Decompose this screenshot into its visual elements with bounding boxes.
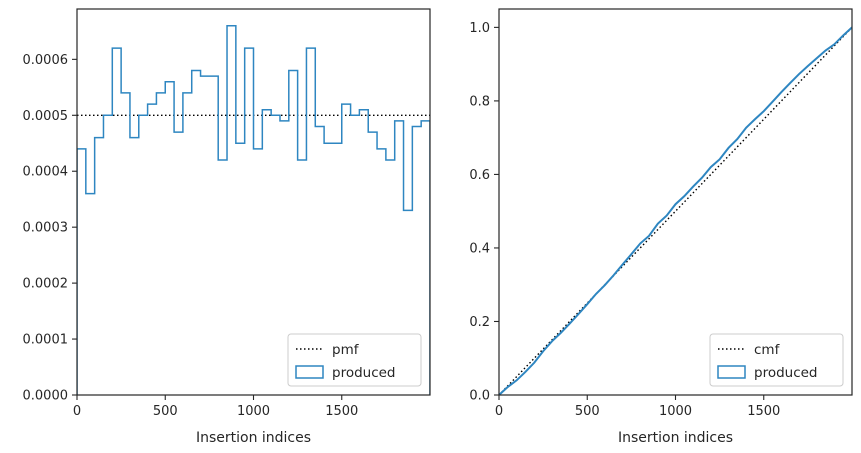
legend-swatch-produced: [295, 365, 324, 379]
y-tick-label: 0.2: [469, 315, 490, 330]
series-produced-line: [499, 26, 852, 395]
legend: pmf produced: [287, 333, 422, 387]
cumulative-panel: 0 500 1000 1500 0.0 0.2 0.4 0.6 0.8 1.0 Insertion …: [469, 8, 853, 446]
y-tick-label: 0.0005: [23, 109, 69, 124]
y-tick-label: 0.0000: [23, 389, 69, 404]
x-tick-label: 1000: [237, 404, 270, 419]
y-tick-label: 0.0: [469, 389, 490, 404]
legend-swatch-produced: [717, 365, 746, 379]
y-tick-label: 0.6: [469, 168, 490, 183]
y-tick-label: 1.0: [469, 21, 490, 36]
x-tick-label: 500: [153, 404, 178, 419]
x-tick-label: 1000: [659, 404, 692, 419]
x-tick-label: 0: [73, 404, 81, 419]
x-tick-label: 0: [495, 404, 503, 419]
legend-label-pmf: pmf: [332, 342, 360, 358]
x-tick-label: 1500: [325, 404, 358, 419]
x-axis-label: Insertion indices: [196, 430, 311, 446]
x-axis-label: Insertion indices: [618, 430, 733, 446]
histogram-panel: 0 500 1000 1500 0.0000 0.0001 0.0002 0.0003 0.00…: [23, 8, 431, 446]
y-tick-label: 0.0001: [23, 333, 69, 348]
legend: cmf produced: [709, 333, 844, 387]
y-tick-label: 0.0006: [23, 53, 69, 68]
x-tick-label: 1500: [747, 404, 780, 419]
legend-box: [287, 333, 422, 387]
y-tick-label: 0.0004: [23, 165, 69, 180]
legend-box: [709, 333, 844, 387]
x-tick-label: 500: [575, 404, 600, 419]
series-produced-histogram-step: [77, 25, 430, 395]
legend-label-produced: produced: [332, 365, 396, 381]
y-tick-label: 0.0002: [23, 277, 69, 292]
legend-label-produced: produced: [754, 365, 818, 381]
plot-area: [499, 26, 852, 395]
plot-area: [77, 25, 430, 395]
series-cmf-line: [499, 26, 852, 395]
legend-label-cmf: cmf: [754, 342, 781, 358]
y-tick-label: 0.8: [469, 94, 490, 109]
y-tick-label: 0.4: [469, 241, 490, 256]
y-tick-label: 0.0003: [23, 221, 69, 236]
